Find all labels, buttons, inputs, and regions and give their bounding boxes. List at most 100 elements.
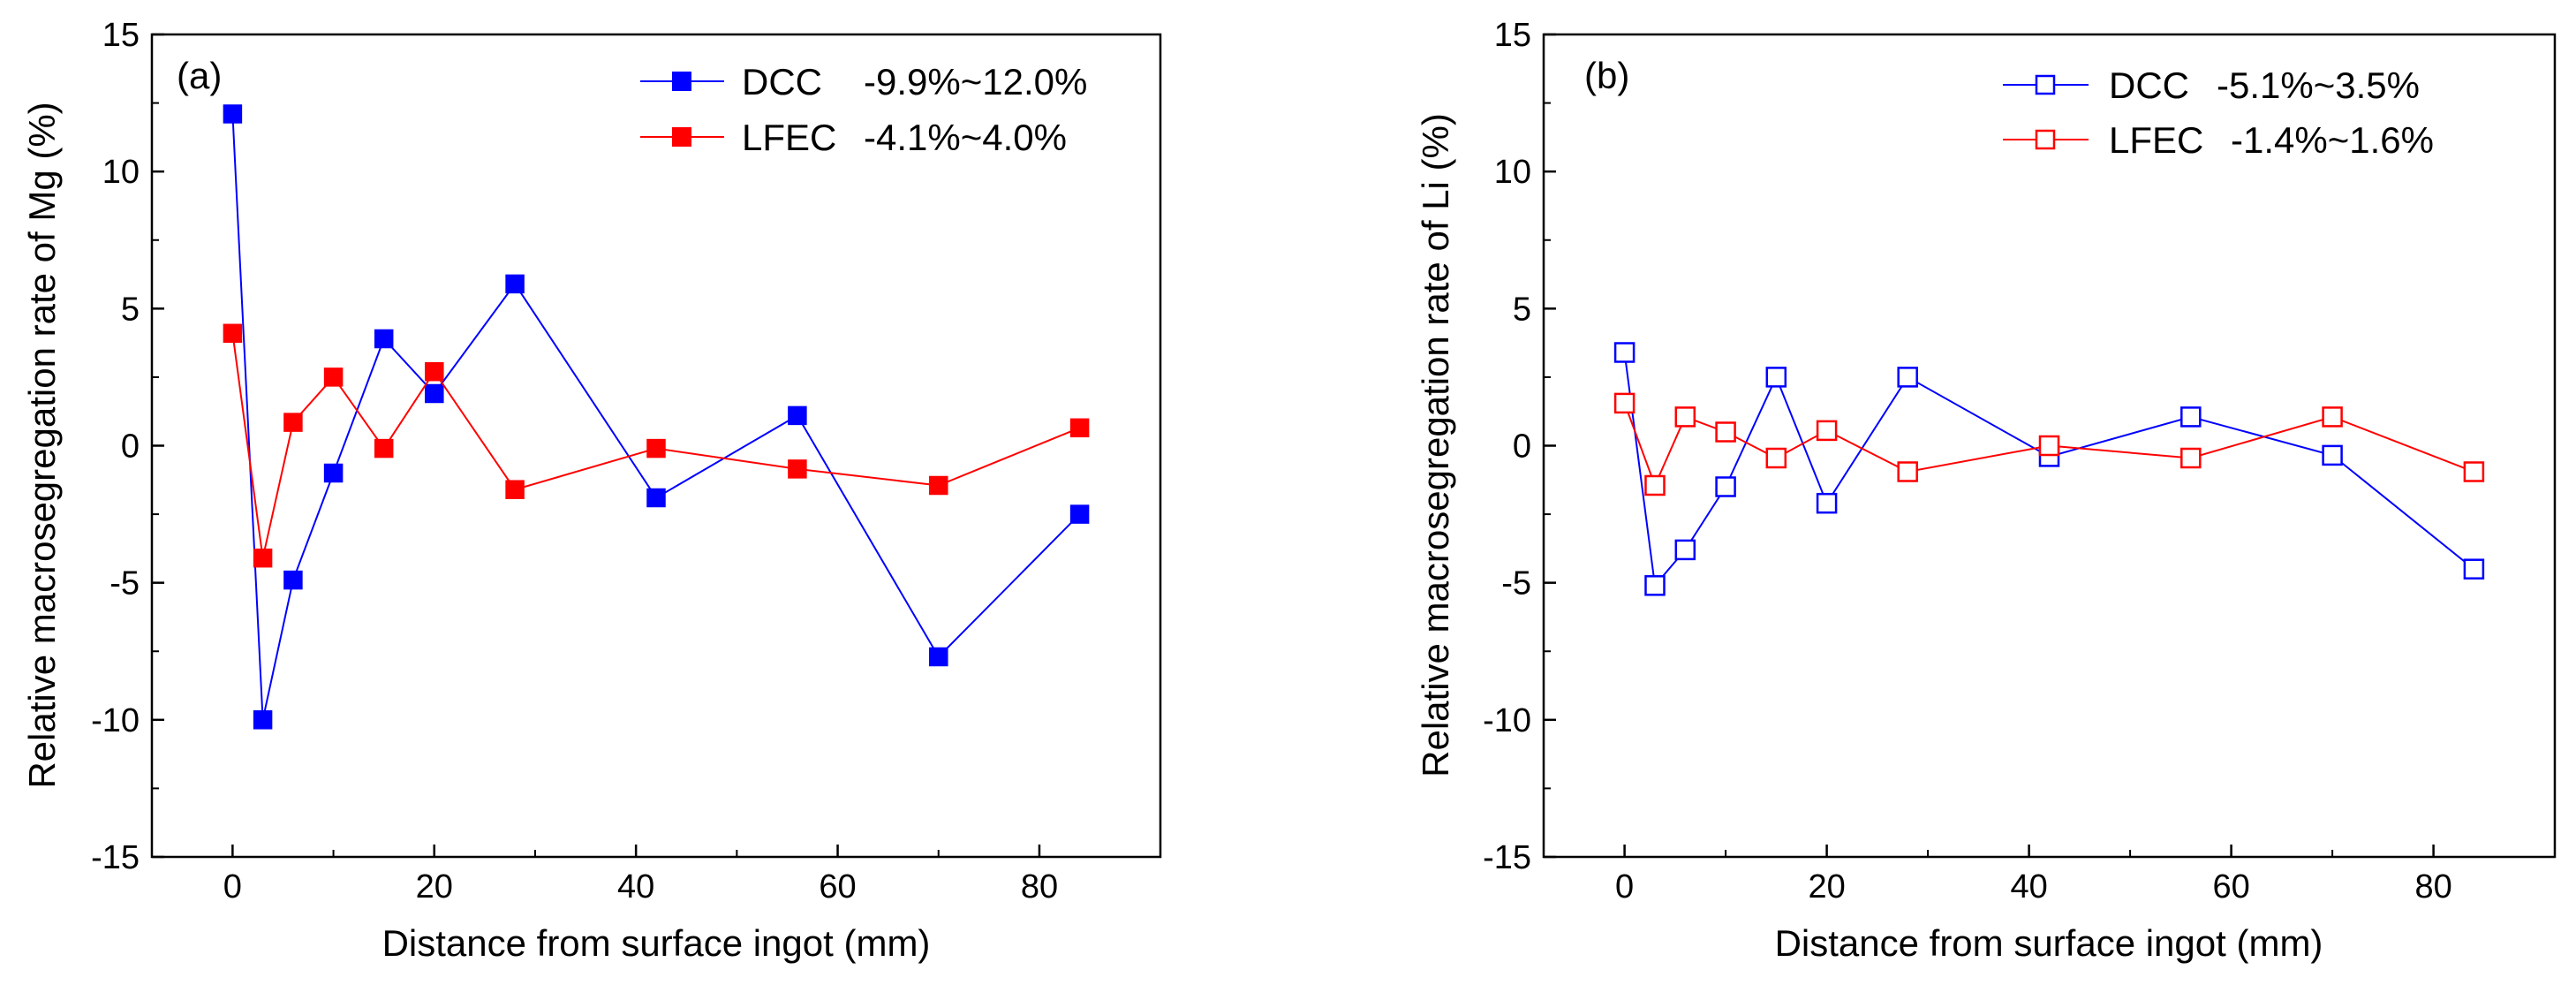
legend-b: DCC -5.1%~3.5% LFEC -1.4%~1.6% [2003,64,2434,161]
data-point-lfec-a-7 [646,438,666,458]
data-point-lfec-a-6 [505,480,525,499]
y-tick-label-a-4: 5 [121,291,140,328]
legend-label-dcc-b: DCC [2109,64,2189,106]
data-point-lfec-b-5 [1816,420,1838,442]
y-tick-label-a-1: -10 [91,702,140,739]
y-ticks-b: -15 -10 -5 0 5 10 15 [1483,17,1556,876]
x-tick-label-a-4: 80 [1021,868,1058,905]
data-point-lfec-b-6 [1897,461,1918,482]
data-point-lfec-a-5 [425,361,444,382]
data-point-lfec-b-9 [2322,406,2343,428]
data-point-lfec-a-2 [283,413,303,432]
data-point-lfec-b-3 [1715,421,1736,443]
y-tick-label-a-6: 15 [102,17,140,54]
data-point-lfec-a-3 [323,367,344,387]
x-tick-label-b-3: 60 [2212,868,2249,905]
data-point-dcc-a-3 [323,463,344,483]
x-ticks-b: 0 20 40 60 80 [1615,845,2452,905]
data-point-dcc-a-5 [425,383,444,404]
data-point-lfec-b-4 [1765,447,1787,469]
series-lines-b [1613,342,2485,596]
legend-range-dcc-b: -5.1%~3.5% [2217,64,2420,106]
x-ticks-a: 0 20 40 60 80 [223,845,1058,905]
data-point-lfec-b-1 [1644,474,1666,496]
data-point-dcc-a-10 [1069,504,1090,524]
chart-panel-a: 0 20 40 60 80 -15 -10 -5 0 5 10 15 (a) Distance fr… [21,17,1162,964]
y-tick-label-b-6: 15 [1494,17,1531,54]
data-point-lfec-b-2 [1674,406,1696,428]
data-point-lfec-a-8 [788,459,807,479]
legend-entry-dcc-b: DCC -5.1%~3.5% [2003,64,2420,106]
legend-marker-dcc-b [2035,74,2056,95]
legend-entry-lfec-a: LFEC -4.1%~4.0% [640,117,1067,158]
legend-a: DCC -9.9%~12.0% LFEC -4.1%~4.0% [640,61,1087,158]
y-axis-title-b: Relative macrosegregation rate of Li (%) [1415,113,1456,777]
panel-label-a: (a) [177,55,222,96]
data-point-lfec-a-1 [253,548,273,568]
legend-range-lfec-b: -1.4%~1.6% [2231,119,2434,161]
y-tick-label-a-0: -15 [91,839,140,876]
series-line-dcc-b [1623,352,2475,588]
legend-label-lfec-a: LFEC [742,117,836,158]
legend-range-dcc-a: -9.9%~12.0% [864,61,1087,102]
x-tick-label-b-4: 80 [2414,868,2451,905]
data-point-lfec-b-0 [1613,392,1635,414]
legend-label-dcc-a: DCC [742,61,822,102]
data-point-dcc-a-8 [788,405,807,426]
data-point-dcc-b-4 [1765,367,1787,388]
x-tick-label-b-0: 0 [1615,868,1634,905]
series-lines-a [223,104,1090,730]
data-point-dcc-b-9 [2322,444,2343,466]
y-ticks-a: -15 -10 -5 0 5 10 15 [91,17,164,876]
data-point-lfec-b-7 [2038,435,2060,457]
data-point-dcc-b-6 [1897,367,1918,388]
legend-entry-lfec-b: LFEC -1.4%~1.6% [2003,119,2434,161]
data-point-lfec-a-10 [1069,418,1090,438]
series-line-dcc-a [231,113,1081,721]
panel-label-b: (b) [1584,55,1629,96]
legend-marker-dcc-a [672,72,691,91]
data-point-lfec-a-4 [374,438,394,458]
legend-range-lfec-a: -4.1%~4.0% [864,117,1067,158]
data-point-dcc-b-5 [1816,492,1838,514]
data-point-dcc-b-2 [1674,539,1696,561]
y-tick-label-a-3: 0 [121,428,140,466]
x-tick-label-a-3: 60 [819,868,856,905]
y-tick-label-a-2: -5 [110,565,140,602]
y-tick-label-b-3: 0 [1513,428,1531,466]
x-tick-label-b-1: 20 [1808,868,1845,905]
data-point-lfec-b-8 [2180,447,2202,469]
legend-label-lfec-b: LFEC [2109,119,2203,161]
data-point-dcc-a-7 [646,488,666,508]
x-tick-label-b-2: 40 [2010,868,2047,905]
y-tick-label-b-0: -15 [1483,839,1531,876]
x-tick-label-a-2: 40 [617,868,654,905]
x-axis-title-b: Distance from surface ingot (mm) [1775,922,2323,964]
data-point-dcc-b-3 [1715,476,1736,497]
data-point-dcc-a-0 [223,104,243,124]
legend-entry-dcc-a: DCC -9.9%~12.0% [640,61,1087,102]
data-point-dcc-b-0 [1613,342,1635,363]
chart-panel-b: 0 20 40 60 80 -15 -10 -5 0 5 10 15 (b) Distance fr… [1415,17,2557,964]
y-axis-title-a: Relative macrosegregation rate of Mg (%) [21,102,63,788]
y-tick-label-b-5: 10 [1494,154,1531,191]
data-point-dcc-b-8 [2180,406,2202,428]
data-point-dcc-a-1 [253,710,273,730]
data-point-dcc-b-1 [1644,575,1666,596]
y-tick-label-b-1: -10 [1483,702,1531,739]
data-point-lfec-a-9 [929,475,948,496]
data-point-dcc-b-10 [2463,558,2485,580]
data-point-lfec-a-0 [223,323,243,344]
x-tick-label-a-0: 0 [223,868,242,905]
legend-marker-lfec-b [2035,129,2056,150]
y-tick-label-b-2: -5 [1501,565,1531,602]
data-point-lfec-b-10 [2463,461,2485,482]
y-tick-label-b-4: 5 [1513,291,1531,328]
data-point-dcc-a-6 [505,274,525,294]
x-axis-title-a: Distance from surface ingot (mm) [382,922,931,964]
data-point-dcc-a-9 [929,647,948,667]
legend-marker-lfec-a [672,127,691,147]
y-tick-label-a-5: 10 [102,154,140,191]
data-point-dcc-a-2 [283,570,303,590]
